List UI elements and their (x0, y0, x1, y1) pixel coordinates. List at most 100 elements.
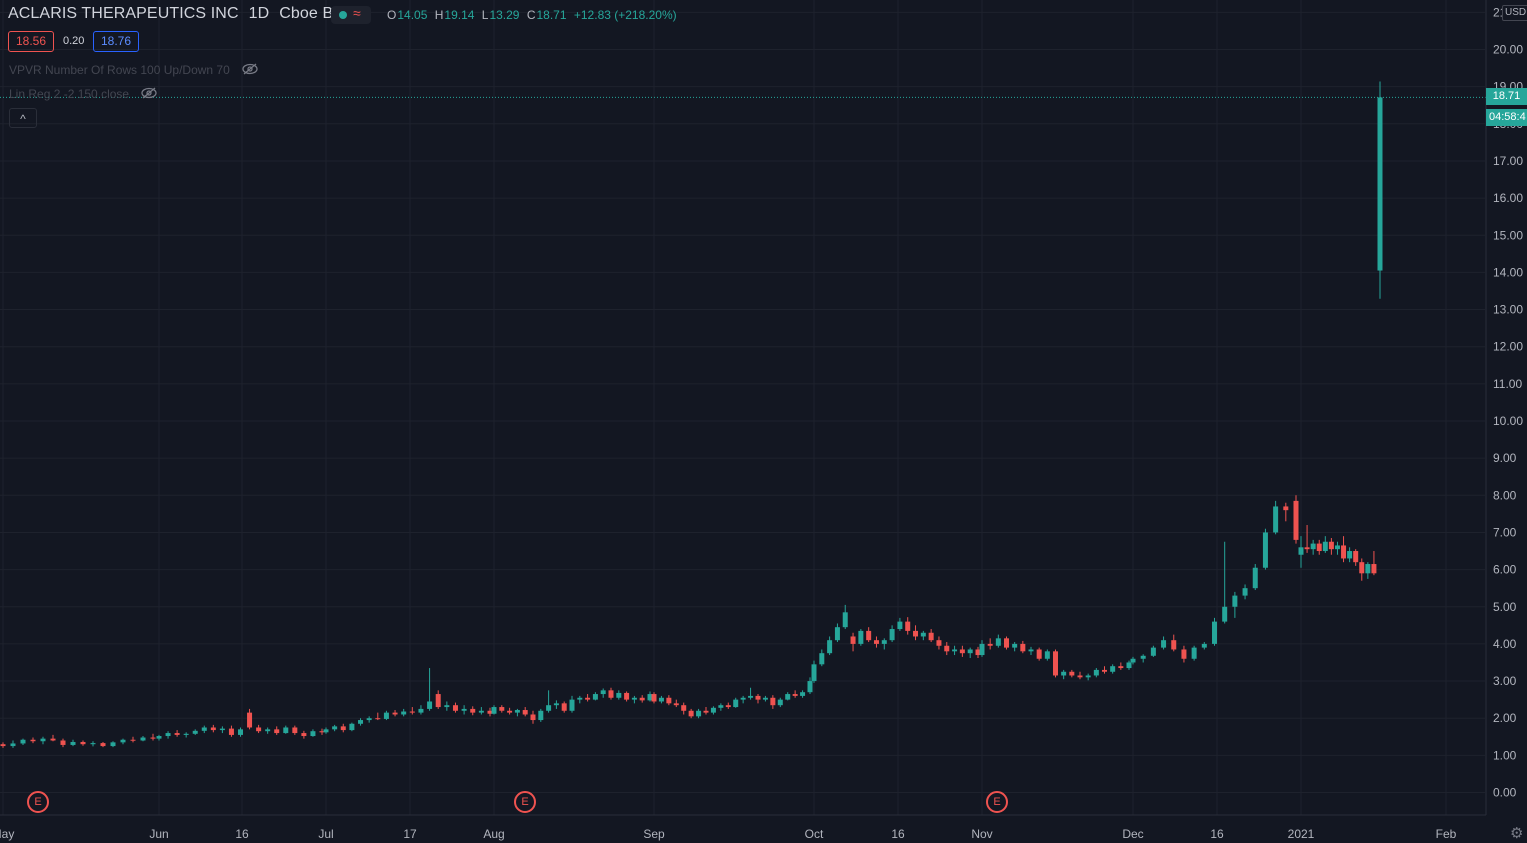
candle (1118, 662, 1124, 670)
candle-body (1353, 551, 1359, 563)
candle (1359, 558, 1365, 581)
candle (1222, 541, 1228, 624)
eye-off-icon[interactable] (140, 87, 158, 102)
candle-body (401, 711, 407, 715)
candle (292, 725, 298, 735)
earnings-marker[interactable]: E (27, 791, 49, 813)
candle-body (1028, 649, 1034, 652)
candle-body (1053, 651, 1058, 676)
candle-body (332, 726, 338, 730)
candle-body (819, 653, 825, 665)
candle (1322, 536, 1328, 553)
symbol-name[interactable]: ACLARIS THERAPEUTICS INC (8, 5, 239, 22)
candle-body (703, 710, 709, 713)
gear-icon[interactable]: ⚙ (1510, 825, 1524, 842)
candle-body (889, 629, 895, 641)
candle-body (156, 736, 162, 739)
candle-body (100, 743, 106, 747)
candle-body (20, 739, 26, 744)
candle (1316, 539, 1322, 555)
candle (827, 636, 833, 656)
interval-label[interactable]: 1D (248, 5, 270, 22)
candle-body (1110, 666, 1116, 672)
candle-body (228, 728, 234, 735)
time-tick-label: 16 (891, 827, 905, 841)
candle-body (725, 705, 731, 708)
candle (538, 708, 544, 722)
symbol-legend[interactable]: ACLARIS THERAPEUTICS INC 1D Cboe BZX (8, 5, 354, 23)
candle (897, 617, 903, 631)
candle-body (201, 727, 207, 731)
price-tick-label: 11.00 (1493, 377, 1522, 391)
candle (487, 707, 493, 717)
indicator-linreg[interactable]: Lin Reg 2 -2 150 close (9, 87, 158, 102)
candle-body (1102, 669, 1107, 672)
price-tick-label: 20.00 (1493, 43, 1523, 57)
candle (1334, 541, 1340, 555)
candle (666, 695, 672, 706)
candle (461, 705, 467, 715)
price-tick-label: 0.00 (1493, 786, 1517, 800)
chart-grid (0, 0, 1485, 815)
time-tick-label: Sep (643, 827, 665, 841)
candle (210, 724, 216, 733)
candle-body (639, 697, 645, 701)
candle (858, 629, 864, 646)
price-tick-label: 14.00 (1493, 265, 1523, 279)
candle (80, 740, 86, 746)
candle (499, 705, 505, 713)
candle-body (514, 710, 520, 713)
candle (979, 640, 985, 657)
candle-body (1316, 543, 1322, 552)
candle-body (174, 733, 180, 735)
candle-body (274, 729, 280, 734)
candle-body (283, 727, 289, 734)
candle (238, 727, 243, 737)
market-status-pill[interactable]: ≈ (331, 5, 371, 24)
candle (1273, 500, 1279, 535)
candle (1365, 562, 1371, 579)
candle-body (1322, 541, 1328, 552)
candle (842, 604, 848, 630)
currency-label[interactable]: USD (1502, 5, 1527, 21)
eye-off-icon[interactable] (241, 63, 259, 78)
earnings-marker[interactable]: E (514, 791, 536, 813)
candle-body (1359, 562, 1365, 574)
candle-body (210, 727, 216, 731)
candle (60, 738, 66, 748)
candle (120, 738, 126, 745)
candle-body (1273, 506, 1279, 533)
candle (592, 692, 598, 701)
candle-body (1304, 547, 1310, 550)
earnings-marker[interactable]: E (986, 791, 1008, 813)
candle-body (1118, 666, 1124, 669)
candle (401, 708, 407, 717)
time-tick-label: Dec (1122, 827, 1143, 841)
candle (435, 690, 441, 709)
price-tick-label: 1.00 (1493, 748, 1517, 762)
bid-price-button[interactable]: 18.56 (8, 31, 55, 52)
candle-body (120, 739, 126, 743)
candle-body (507, 710, 513, 713)
candle-body (920, 632, 926, 637)
candle (319, 728, 325, 735)
candle (1077, 671, 1083, 680)
candle-body (762, 697, 768, 700)
open-key: O (387, 8, 397, 22)
collapse-indicators-button[interactable]: ^ (9, 108, 37, 128)
ask-price-button[interactable]: 18.76 (93, 31, 140, 52)
indicator-vpvr[interactable]: VPVR Number Of Rows 100 Up/Down 70 (9, 63, 259, 78)
candle (696, 708, 702, 719)
candle (1085, 673, 1091, 681)
candle (624, 691, 630, 702)
candle (920, 630, 926, 641)
candle-body (1036, 649, 1042, 659)
candle-body (967, 649, 973, 654)
candle (332, 724, 338, 732)
candle-body (666, 697, 672, 704)
time-tick-label: 16 (1210, 827, 1224, 841)
low-key: L (481, 8, 489, 22)
candle (718, 703, 724, 711)
candle (819, 649, 825, 667)
